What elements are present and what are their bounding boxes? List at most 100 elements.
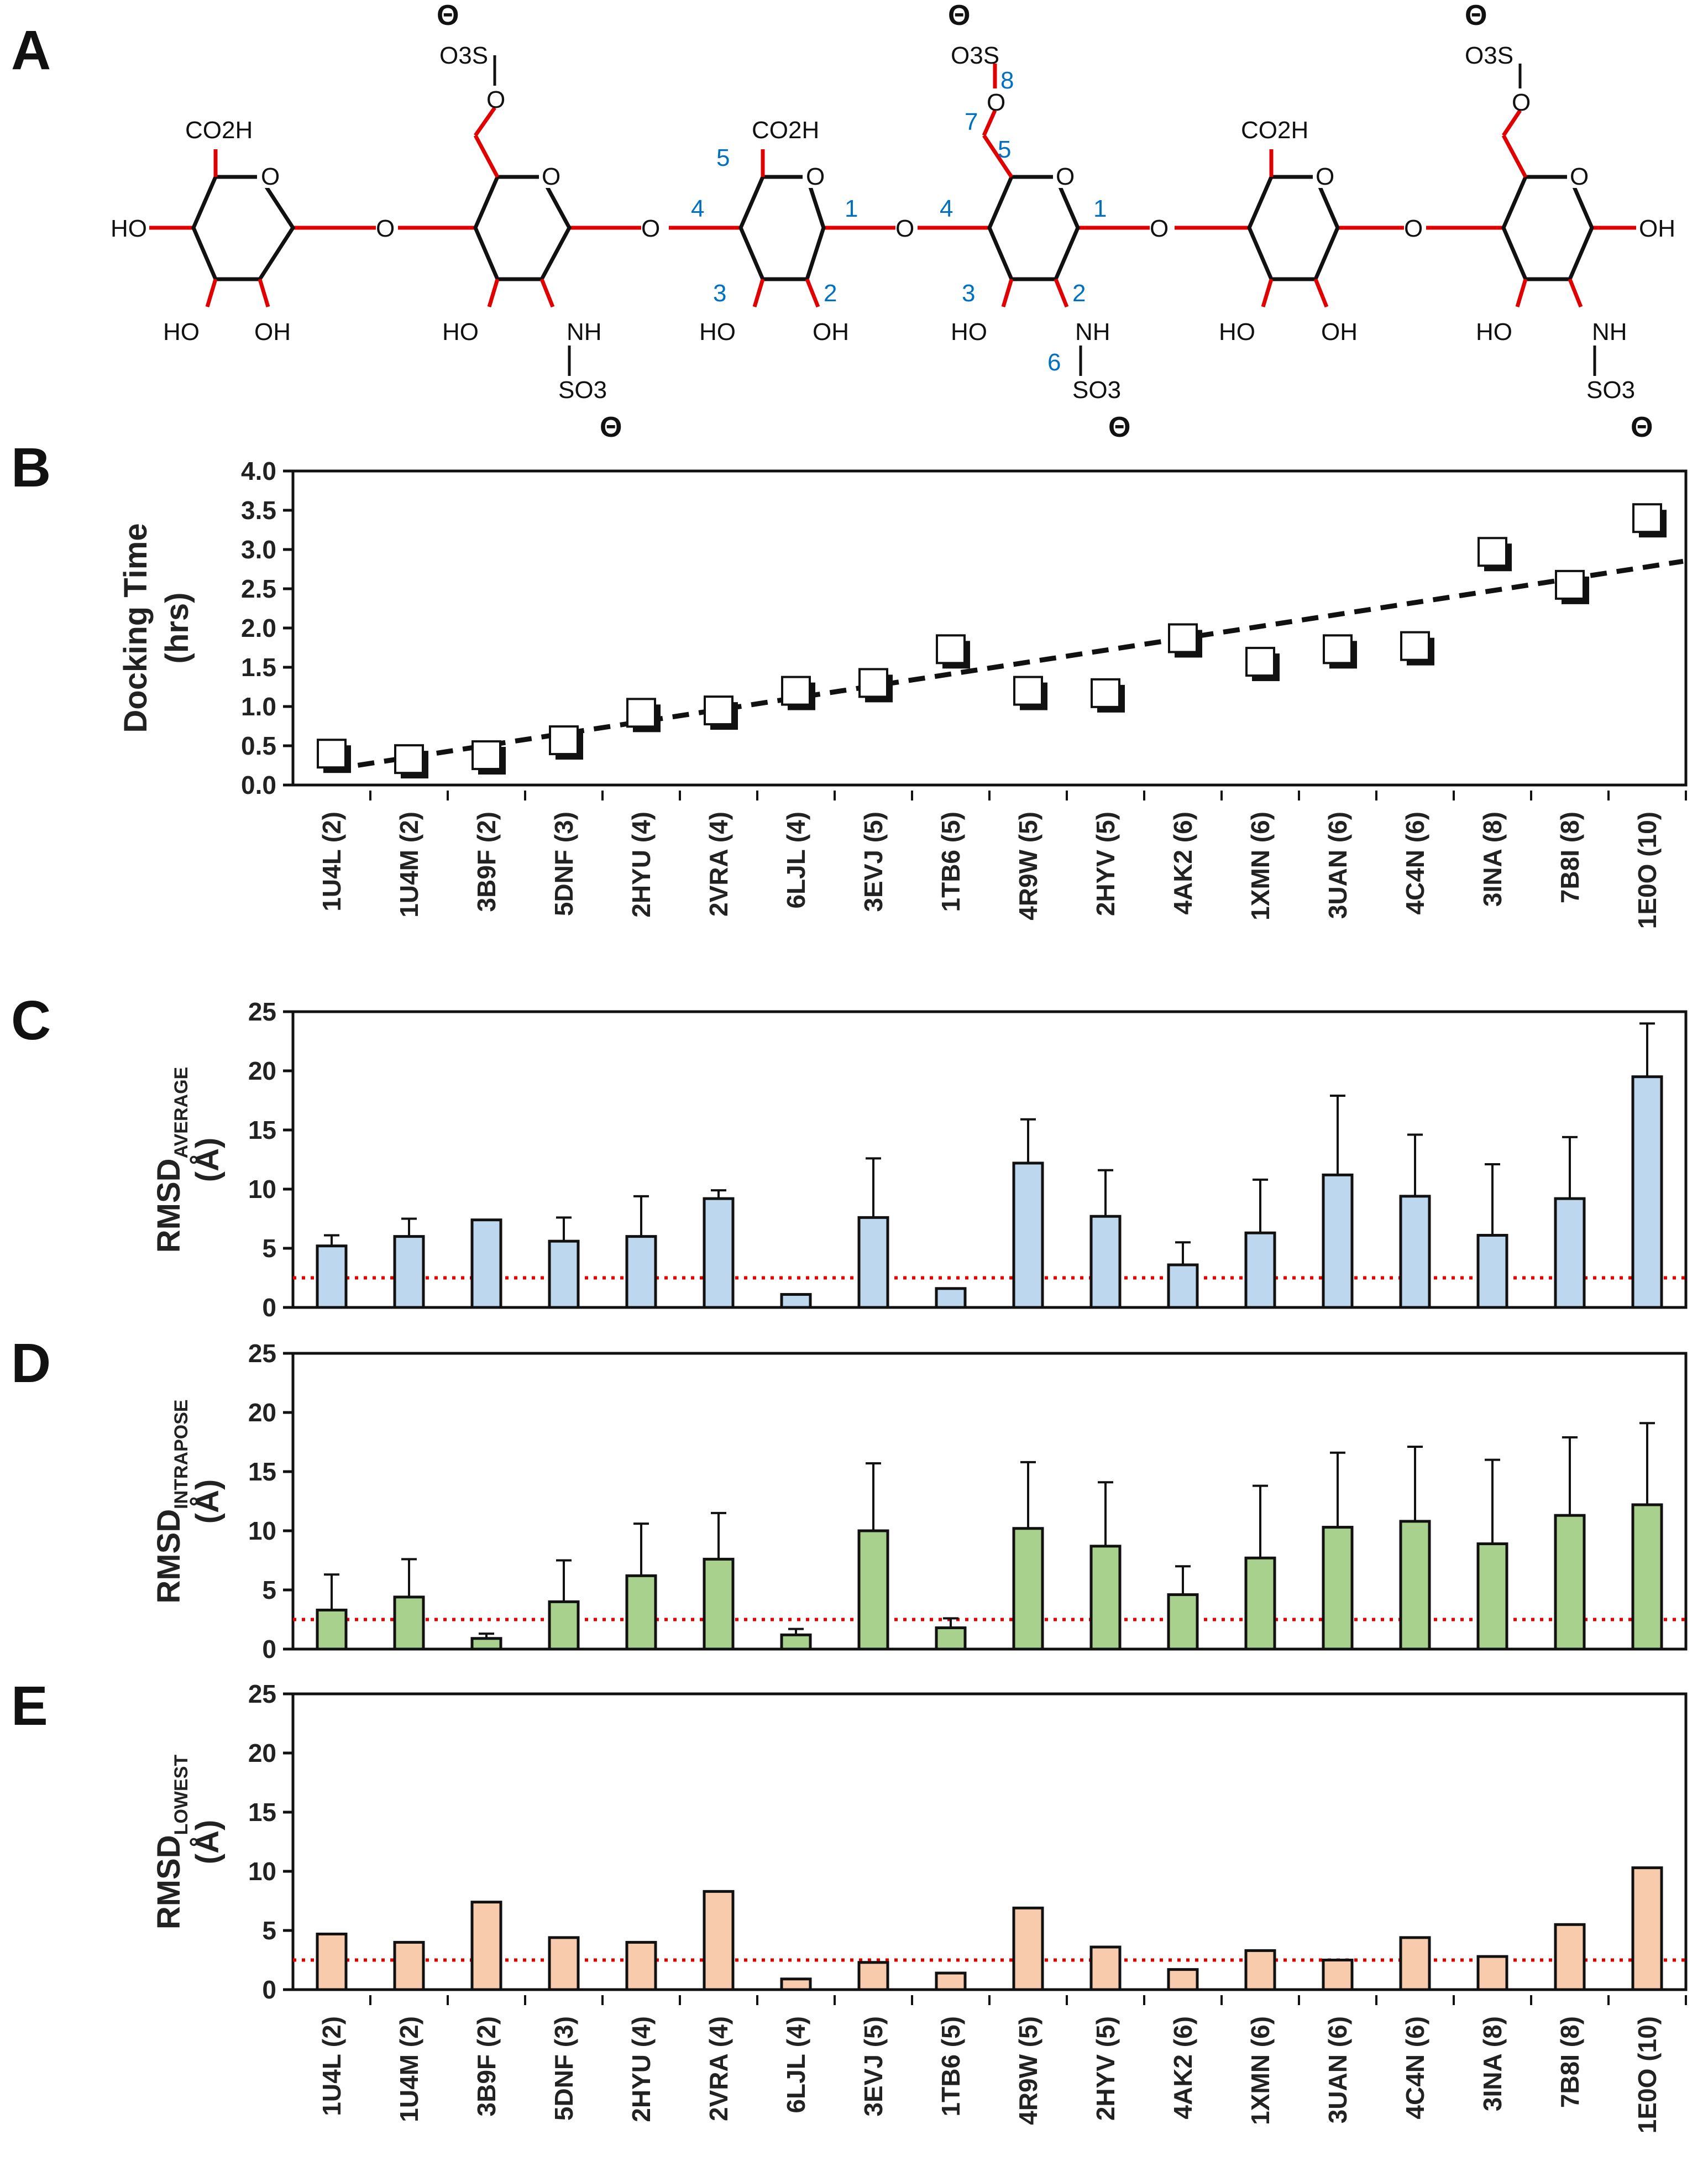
- x-tick-label: 4C4N (6): [1401, 2016, 1429, 2120]
- y-axis-title-subscript: INTRAPOSE: [171, 1399, 192, 1509]
- bar: [1167, 1263, 1199, 1309]
- position-number: 1: [845, 195, 858, 222]
- position-number: 4: [940, 195, 953, 222]
- hydroxyl-label: HO: [1219, 318, 1255, 346]
- bar: [1012, 1906, 1044, 1991]
- x-tick-label: 3B9F (2): [472, 2016, 501, 2116]
- x-tick-label: 1TB6 (5): [936, 812, 965, 912]
- y-tick-label: 5: [262, 1576, 276, 1604]
- data-point: [781, 676, 811, 706]
- ether-oxygen: O: [1512, 89, 1531, 116]
- bar: [1554, 1197, 1586, 1309]
- x-tick-label: 4C4N (6): [1401, 812, 1429, 915]
- bar: [470, 1637, 502, 1651]
- y-tick-label: 0: [262, 1975, 276, 2004]
- bar: [1167, 1593, 1199, 1651]
- bar: [780, 1293, 812, 1309]
- y-tick-label: 25: [248, 1339, 276, 1368]
- y-axis-title-main: RMSD: [151, 1158, 187, 1253]
- x-tick-label: 3B9F (2): [472, 812, 501, 912]
- y-tick-label: 10: [248, 1516, 276, 1545]
- y-axis: 0 5 10 15 20 25: [248, 1339, 293, 1663]
- y-tick-label: 1.0: [241, 692, 276, 721]
- x-tick-label: 4AK2 (6): [1169, 2016, 1197, 2120]
- bar: [1089, 1945, 1122, 1991]
- y-tick-label: 3.0: [241, 535, 276, 564]
- bar: [1322, 1526, 1354, 1651]
- sulfamate-label: SO3: [558, 376, 607, 404]
- bar: [935, 1971, 967, 1991]
- bar: [625, 1574, 657, 1651]
- bar: [1167, 1968, 1199, 1991]
- carboxyl-label: CO2H: [752, 117, 819, 144]
- y-tick-label: 10: [248, 1175, 276, 1204]
- ring-oxygen: O: [1316, 163, 1334, 190]
- position-number: 6: [1047, 349, 1061, 376]
- data-point: [858, 668, 888, 698]
- position-number: 3: [962, 280, 975, 307]
- bar: [1012, 1161, 1044, 1309]
- position-number: 5: [998, 136, 1011, 163]
- hydroxyl-label: OH: [1321, 318, 1358, 346]
- position-number: 3: [713, 280, 726, 307]
- charge-label: Θ: [600, 411, 622, 443]
- ether-oxygen: O: [987, 89, 1005, 116]
- position-number: 2: [824, 280, 837, 307]
- amine-label: NH: [1592, 318, 1627, 346]
- bar: [1089, 1545, 1122, 1651]
- glycosidic-oxygen: O: [1404, 215, 1423, 242]
- position-number: 5: [716, 144, 730, 171]
- y-tick-label: 3.5: [241, 496, 276, 525]
- bar: [780, 1977, 812, 1991]
- panel-label-c: C: [11, 990, 51, 1051]
- y-axis-title-subscript: LOWEST: [171, 1755, 192, 1835]
- x-tick-label: 2HYU (4): [627, 812, 656, 918]
- position-number: 4: [691, 195, 704, 222]
- data-point: [1245, 647, 1275, 677]
- bar: [703, 1197, 735, 1309]
- data-point: [1091, 678, 1120, 708]
- bar: [548, 1600, 580, 1651]
- y-axis-title: RMSDAVERAGE: [151, 1067, 192, 1253]
- y-tick-label: 20: [248, 1398, 276, 1427]
- bar: [703, 1890, 735, 1991]
- y-axis-title: Docking Time: [118, 523, 154, 732]
- rmsd-lowest-chart: 0 5 10 15 20 25 1U4L (2) 1U4M (2) 3B9F (2) 5DNF …: [151, 1679, 1688, 2133]
- bars: [316, 1866, 1663, 1991]
- data-point: [936, 634, 966, 664]
- y-tick-label: 20: [248, 1056, 276, 1085]
- bar: [393, 1940, 425, 1991]
- x-tick-label: 1XMN (6): [1246, 812, 1275, 920]
- data-point: [549, 725, 579, 756]
- hydroxyl-label: HO: [163, 318, 200, 346]
- y-tick-label: 15: [248, 1457, 276, 1486]
- ring-5: O CO2H HO OH: [1219, 117, 1358, 346]
- bar: [1089, 1215, 1122, 1309]
- bar: [1322, 1173, 1354, 1309]
- x-tick-label: 3INA (8): [1478, 2016, 1507, 2111]
- hydroxyl-label: OH: [1639, 215, 1675, 242]
- y-tick-label: 4.0: [241, 457, 276, 485]
- carboxyl-label: CO2H: [1241, 117, 1308, 144]
- y-tick-label: 10: [248, 1857, 276, 1886]
- x-tick-label: 1U4M (2): [395, 2016, 423, 2122]
- sulfate-label: O3S: [951, 42, 999, 69]
- y-tick-label: 20: [248, 1739, 276, 1767]
- sulfamate-label: SO3: [1586, 376, 1635, 404]
- panel-label-e: E: [11, 1675, 48, 1737]
- hydroxyl-label: HO: [951, 318, 987, 346]
- panel-label-b: B: [11, 437, 51, 499]
- bar: [935, 1626, 967, 1651]
- x-tick-label: 4R9W (5): [1014, 812, 1042, 920]
- x-tick-label: 1U4M (2): [395, 812, 423, 918]
- bar: [1399, 1195, 1431, 1309]
- bar: [470, 1901, 502, 1991]
- x-tick-label: 1U4L (2): [317, 2016, 346, 2116]
- bar: [316, 1608, 348, 1651]
- x-tick-label: 3EVJ (5): [859, 812, 888, 912]
- bar: [393, 1595, 425, 1651]
- position-number: 1: [1093, 195, 1107, 222]
- x-tick-label: 5DNF (3): [549, 812, 578, 916]
- hydroxyl-label: HO: [1476, 318, 1512, 346]
